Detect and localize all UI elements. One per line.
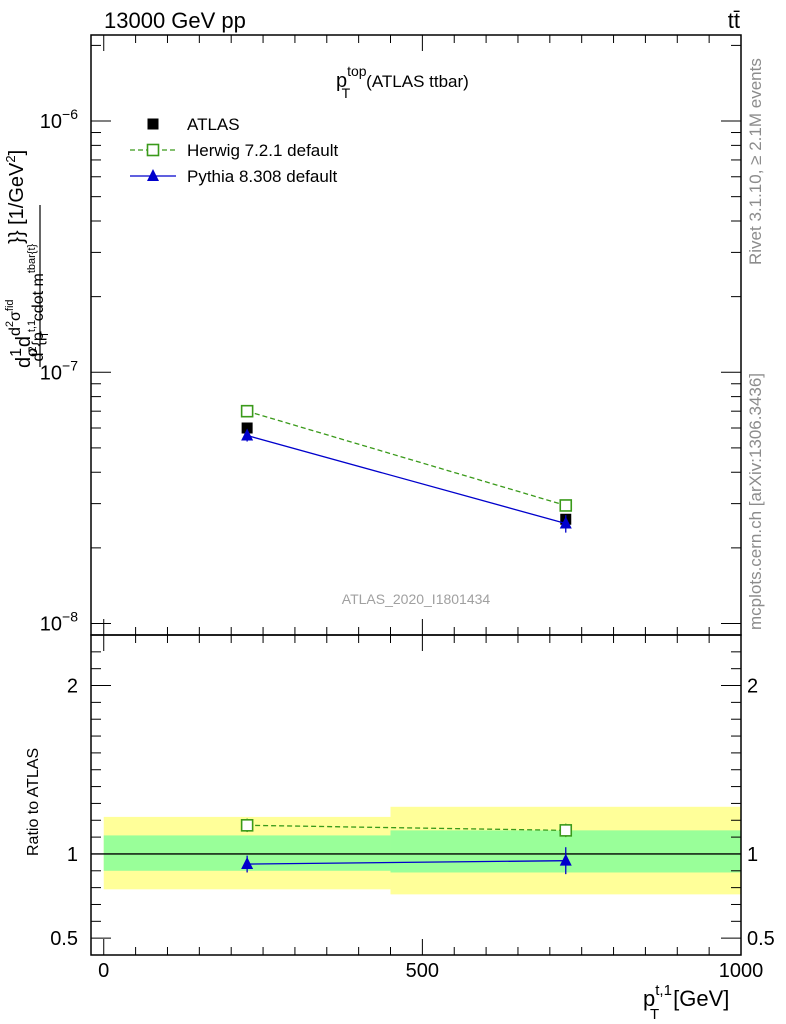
ylabel-part-T: T xyxy=(39,331,51,338)
marker-pythia xyxy=(147,169,159,181)
ratio-y-tick-label-right: 2 xyxy=(747,676,758,698)
y-tick-label: 10−7 xyxy=(40,357,78,384)
ratio-series-line-1 xyxy=(247,860,566,865)
x-tick-label: 0 xyxy=(98,960,109,982)
y-tick-label: 10−8 xyxy=(40,609,78,636)
ylabel-part-cdot: cdot m xyxy=(30,273,47,321)
marker-pythia xyxy=(559,853,572,866)
xlabel-rest: [GeV] xyxy=(673,986,729,1011)
ylabel-part-tbar: tbar{t} xyxy=(26,243,38,273)
ratio-series xyxy=(240,818,573,875)
ylabel-part-num-d: d xyxy=(7,327,24,336)
y-tick-label-exp: −7 xyxy=(62,357,78,373)
chart-title: ptop T (ATLAS ttbar) xyxy=(336,63,469,101)
xlabel-sub: T xyxy=(650,1006,659,1023)
header-right: tt̄ xyxy=(728,8,740,33)
ratio-axis-ticks: 0.5 0.5 1 1 2 2 0 500 1000 xyxy=(50,634,775,982)
rivet-version-text: Rivet 3.1.10, ≥ 2.1M events xyxy=(746,58,765,265)
legend: ATLAS Herwig 7.2.1 default Pythia 8.308 de… xyxy=(130,115,338,186)
marker-herwig xyxy=(559,499,573,512)
chart-title-p: p xyxy=(336,70,347,92)
ylabel-part-sigma: σ xyxy=(24,347,41,357)
ratio-panel: 0.5 0.5 1 1 2 2 0 500 1000 Ratio to ATLAS pt,1 T [… xyxy=(25,634,775,1023)
marker-atlas xyxy=(241,422,253,434)
ratio-y-tick-label-right: 0.5 xyxy=(747,928,775,950)
ylabel-part-num-sigma: σ xyxy=(7,311,24,321)
ratio-frame xyxy=(90,634,742,956)
y-tick-label: 10−6 xyxy=(40,106,78,133)
marker-pythia xyxy=(241,428,254,441)
x-tick-label: 1000 xyxy=(719,960,764,982)
legend-label: Pythia 8.308 default xyxy=(187,167,338,186)
x-tick-label: 500 xyxy=(406,960,439,982)
marker-atlas xyxy=(147,118,159,130)
ylabel-part-fid: fid xyxy=(4,299,16,311)
y-tick-label-base: 10 xyxy=(40,362,62,384)
main-axis-ticks: 10−810−710−6 xyxy=(40,35,742,636)
series-line-1 xyxy=(246,410,566,507)
ylabel-part-den-d: d xyxy=(30,353,47,362)
ratio-xlabel: pt,1 T [GeV] xyxy=(643,982,729,1023)
ratio-bands xyxy=(91,806,741,895)
marker-herwig xyxy=(240,404,254,418)
ratio-y-tick-label-left: 1 xyxy=(67,844,78,866)
main-series xyxy=(240,404,573,533)
marker-herwig xyxy=(146,143,160,157)
ylabel-part-unit: }} [1/GeV xyxy=(6,162,28,244)
ratio-y-tick-label-left: 2 xyxy=(67,676,78,698)
legend-label: ATLAS xyxy=(187,115,240,134)
main-ylabel: d1σdd2σfidd2{pt,1Tcdot mtbar{t}}} [1/GeV… xyxy=(3,150,51,368)
ratio-ylabel: Ratio to ATLAS xyxy=(25,748,42,856)
y-tick-label-base: 10 xyxy=(40,111,62,133)
ratio-series-line-0 xyxy=(247,824,566,832)
chart-title-rest: (ATLAS ttbar) xyxy=(366,72,469,91)
ylabel-part-unit-exp: 2 xyxy=(3,155,18,162)
y-tick-label-exp: −6 xyxy=(62,106,78,122)
chart-title-sup: top xyxy=(347,63,367,79)
ylabel-part-t1: t,1 xyxy=(26,320,38,332)
ratio-y-tick-label-right: 1 xyxy=(747,844,758,866)
xlabel-p: p xyxy=(643,986,655,1011)
main-panel: 10−810−710−6 ptop T(ATLAS ttbar) ATLASHer… xyxy=(3,34,742,636)
marker-herwig xyxy=(240,819,254,832)
ylabel-part-den-2: 2 xyxy=(27,346,39,352)
legend-label: Herwig 7.2.1 default xyxy=(187,141,338,160)
series-line-2 xyxy=(246,434,566,525)
ylabel-part-d1: d xyxy=(13,357,35,368)
ylabel-part-close: ] xyxy=(6,150,28,156)
ratio-y-tick-label-left: 0.5 xyxy=(50,928,78,950)
ylabel-part-d2: d xyxy=(13,336,35,347)
ylabel-part-1: 1 xyxy=(8,348,25,357)
analysis-watermark: ATLAS_2020_I1801434 xyxy=(342,591,491,607)
ylabel-part-den-p: {p xyxy=(30,332,47,346)
xlabel-sup: t,1 xyxy=(655,982,672,999)
mcplots-reference-text: mcplots.cern.ch [arXiv:1306.3436] xyxy=(746,373,765,630)
marker-pythia xyxy=(559,516,572,529)
y-tick-label-base: 10 xyxy=(40,614,62,636)
marker-pythia xyxy=(241,857,254,870)
y-tick-label-exp: −8 xyxy=(62,609,78,625)
chart-title-sub: T xyxy=(342,85,351,101)
ylabel-part-num-2: 2 xyxy=(4,321,16,327)
header-left: 13000 GeV pp xyxy=(104,8,246,33)
marker-herwig xyxy=(559,824,573,837)
